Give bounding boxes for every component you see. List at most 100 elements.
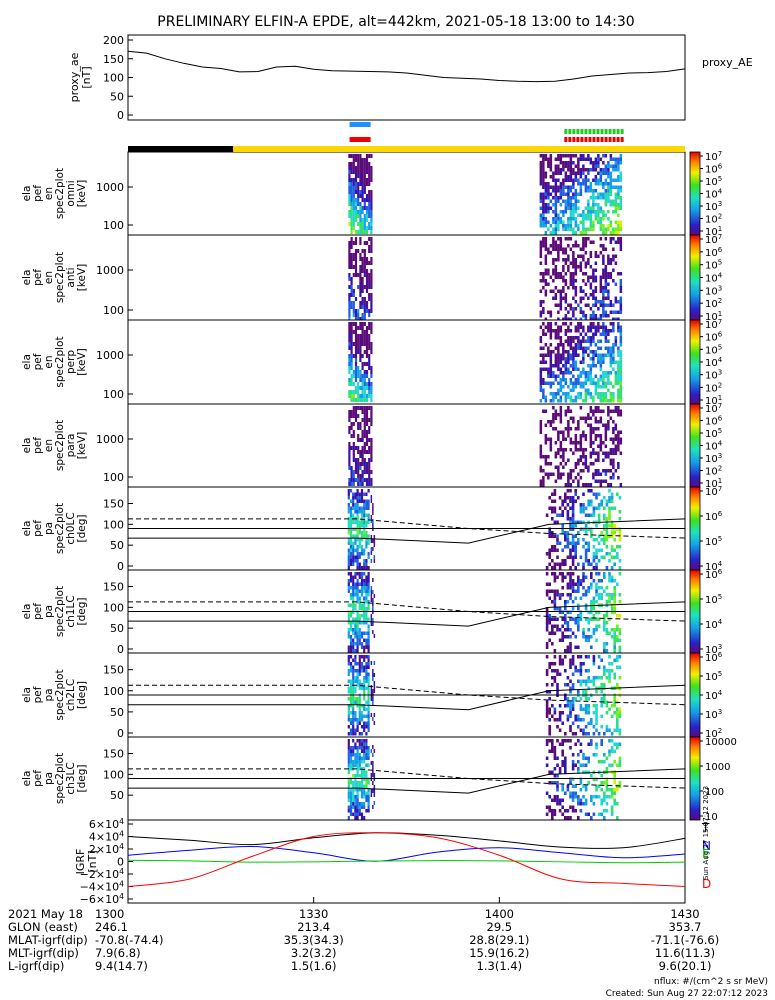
heatmap-cell xyxy=(542,171,545,175)
heatmap-cell xyxy=(347,531,350,535)
heatmap-cell xyxy=(590,645,593,649)
heatmap-cell xyxy=(618,600,622,604)
heatmap-cell xyxy=(572,258,575,262)
heatmap-cell xyxy=(567,161,570,165)
heatmap-cell xyxy=(604,353,608,357)
heatmap-cell xyxy=(600,548,603,552)
heatmap-cell xyxy=(359,285,362,289)
heatmap-cell xyxy=(594,254,598,258)
heatmap-cell xyxy=(350,206,353,210)
heatmap-cell xyxy=(544,455,548,459)
heatmap-cell xyxy=(592,732,596,736)
heatmap-cell xyxy=(572,178,575,182)
heatmap-cell xyxy=(352,711,355,715)
heatmap-cell xyxy=(613,586,616,590)
science-zone-red-dash xyxy=(604,137,608,142)
heatmap-cell xyxy=(544,458,548,462)
heatmap-cell xyxy=(619,437,623,441)
heatmap-cell xyxy=(603,538,606,542)
heatmap-cell xyxy=(357,394,360,398)
ylabel-line: ela xyxy=(21,354,33,370)
heatmap-cell xyxy=(350,182,353,186)
heatmap-cell xyxy=(577,395,580,399)
heatmap-cell xyxy=(599,332,603,336)
heatmap-cell xyxy=(363,305,366,309)
heatmap-cell xyxy=(590,742,593,746)
heatmap-cell xyxy=(368,297,371,301)
heatmap-cell xyxy=(354,714,357,718)
heatmap-cell xyxy=(600,781,603,785)
heatmap-cell xyxy=(564,261,568,265)
heatmap-cell xyxy=(365,756,368,760)
heatmap-cell xyxy=(363,517,366,521)
heatmap-cell xyxy=(539,254,543,258)
heatmap-cell xyxy=(349,763,353,767)
heatmap-cell xyxy=(574,566,577,570)
heatmap-cell xyxy=(572,441,575,445)
heatmap-cell xyxy=(363,218,366,222)
heatmap-cell xyxy=(569,662,572,666)
heatmap-cell xyxy=(373,594,376,598)
heatmap-cell xyxy=(587,336,590,340)
heatmap-cell xyxy=(592,409,595,413)
heatmap-cell xyxy=(566,513,570,517)
heatmap-cell xyxy=(613,610,616,614)
heatmap-cell xyxy=(367,506,370,510)
heatmap-cell xyxy=(357,414,360,418)
heatmap-cell xyxy=(358,662,361,666)
heatmap-cell xyxy=(352,293,355,297)
heatmap-cell xyxy=(363,253,366,257)
heatmap-cell xyxy=(359,374,362,378)
heatmap-cell xyxy=(562,224,565,228)
heatmap-cell xyxy=(612,385,615,389)
heatmap-cell xyxy=(595,593,598,597)
heatmap-cell xyxy=(577,213,580,217)
heatmap-cell xyxy=(584,575,588,579)
heatmap-cell xyxy=(548,718,551,722)
heatmap-cell xyxy=(368,245,371,249)
heatmap-cell xyxy=(367,642,370,646)
heatmap-cell xyxy=(544,154,548,158)
heatmap-cell xyxy=(569,596,572,600)
heatmap-cell xyxy=(352,548,355,552)
ylabel-line: pef xyxy=(32,437,44,454)
colorbar-tick-label: 102 xyxy=(705,727,722,740)
heatmap-cell xyxy=(577,353,580,357)
heatmap-cell xyxy=(569,307,573,311)
heatmap-cell xyxy=(556,538,559,542)
heatmap-cell xyxy=(582,545,585,549)
footer-created: Created: Sun Aug 27 22:07:12 2023 xyxy=(606,989,768,999)
heatmap-cell xyxy=(567,265,570,269)
heatmap-cell xyxy=(616,624,619,628)
heatmap-cell xyxy=(610,566,614,570)
heatmap-cell xyxy=(582,430,585,434)
heatmap-cell xyxy=(558,767,562,771)
heatmap-cell xyxy=(358,788,361,792)
heatmap-cell xyxy=(559,217,563,221)
heatmap-cell xyxy=(363,788,366,792)
heatmap-cell xyxy=(547,282,550,286)
heatmap-cell xyxy=(549,329,553,333)
heatmap-cell xyxy=(587,171,590,175)
heatmap-cell xyxy=(359,218,362,222)
heatmap-cell xyxy=(564,237,568,241)
heatmap-cell xyxy=(359,406,362,410)
heatmap-cell xyxy=(587,499,590,503)
heatmap-cell xyxy=(358,672,361,676)
heatmap-cell xyxy=(592,268,595,272)
ylabel-line: spec2plot xyxy=(54,336,66,387)
heatmap-cell xyxy=(612,472,615,476)
heatmap-cell xyxy=(587,562,590,566)
heatmap-cell xyxy=(592,628,596,632)
heatmap-cell xyxy=(594,289,598,293)
heatmap-cell xyxy=(356,635,359,639)
heatmap-cell xyxy=(356,517,359,521)
colorbar-tick-label: 103 xyxy=(705,200,722,213)
heatmap-cell xyxy=(579,265,583,269)
heatmap-cell xyxy=(574,360,578,364)
heatmap-cell xyxy=(618,676,622,680)
heatmap-cell xyxy=(367,628,370,632)
heatmap-cell xyxy=(368,202,371,206)
heatmap-cell xyxy=(556,784,559,788)
heatmap-cell xyxy=(569,178,573,182)
